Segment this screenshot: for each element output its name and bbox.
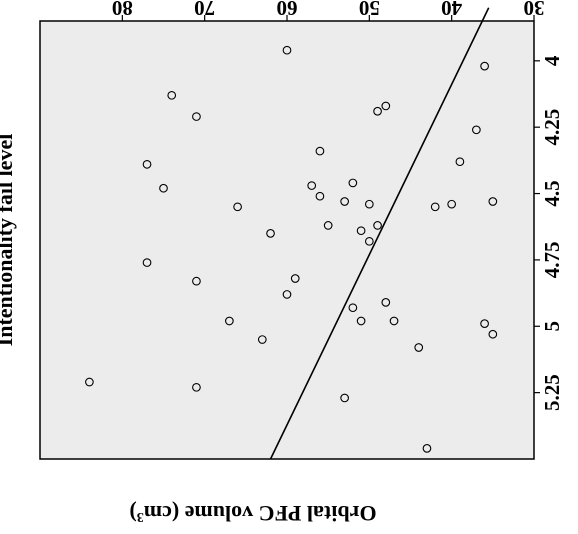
x-tick-label: 80: [112, 0, 133, 20]
data-point: [142, 258, 152, 267]
data-point: [257, 335, 267, 344]
data-point: [290, 274, 300, 283]
data-point: [447, 199, 457, 209]
x-axis-label-close: ): [129, 501, 136, 526]
data-point: [389, 316, 399, 326]
data-point: [430, 202, 440, 212]
data-point: [315, 146, 325, 156]
data-point: [364, 236, 374, 246]
data-point: [373, 106, 382, 116]
data-point: [282, 290, 292, 299]
fit-line: [269, 7, 490, 460]
data-point: [167, 90, 177, 100]
data-point: [356, 316, 366, 326]
x-tick-label: 50: [359, 0, 380, 20]
data-point: [364, 199, 374, 209]
data-point: [480, 319, 489, 328]
data-point: [142, 159, 152, 169]
data-point: [323, 221, 333, 230]
fit-line-layer: [269, 7, 490, 460]
data-point: [472, 125, 481, 135]
data-point: [455, 157, 465, 167]
plot-area: [39, 20, 535, 460]
y-tick-label: 5: [540, 321, 564, 332]
data-point: [348, 303, 358, 313]
data-point: [159, 183, 168, 193]
data-point: [340, 197, 349, 206]
y-tick-label: 4.5: [540, 180, 564, 206]
x-axis-label-text: Orbital PFC volume (cm: [144, 501, 377, 526]
data-point: [480, 61, 489, 71]
x-tick-label: 30: [524, 0, 545, 20]
y-axis-label: Intentionality fail level: [0, 134, 17, 347]
y-axis: 4 4.25 4.5 4.75 5 5.25: [534, 55, 564, 411]
y-tick-label: 4: [540, 55, 564, 66]
data-point: [488, 197, 498, 206]
data-point: [373, 221, 382, 230]
data-point: [348, 178, 358, 188]
x-tick-label: 70: [194, 0, 215, 20]
y-tick-label: 5.25: [540, 374, 564, 411]
x-axis-label: Orbital PFC volume (cm3): [129, 501, 376, 526]
data-point: [307, 181, 317, 190]
data-point: [192, 276, 201, 286]
x-tick-label: 60: [277, 0, 298, 20]
y-tick-label: 4.75: [540, 242, 564, 279]
x-axis-label-unit-exponent: 3: [137, 510, 144, 525]
data-point: [85, 377, 94, 387]
x-axis: 30 40 50 60 70 80: [112, 0, 545, 21]
data-point: [422, 444, 432, 453]
data-point: [266, 229, 275, 238]
data-point: [192, 382, 201, 392]
data-point: [192, 112, 201, 121]
data-point: [282, 45, 292, 55]
data-point: [414, 343, 424, 352]
data-point: [488, 329, 498, 339]
data-point: [381, 298, 391, 307]
data-point: [225, 316, 234, 326]
data-points: [85, 45, 498, 453]
x-tick-label: 40: [441, 0, 462, 20]
data-point: [233, 202, 242, 212]
data-point: [381, 101, 391, 111]
data-point: [340, 393, 349, 403]
data-point: [356, 226, 366, 236]
data-point: [315, 191, 325, 201]
y-tick-label: 4.25: [540, 109, 564, 146]
